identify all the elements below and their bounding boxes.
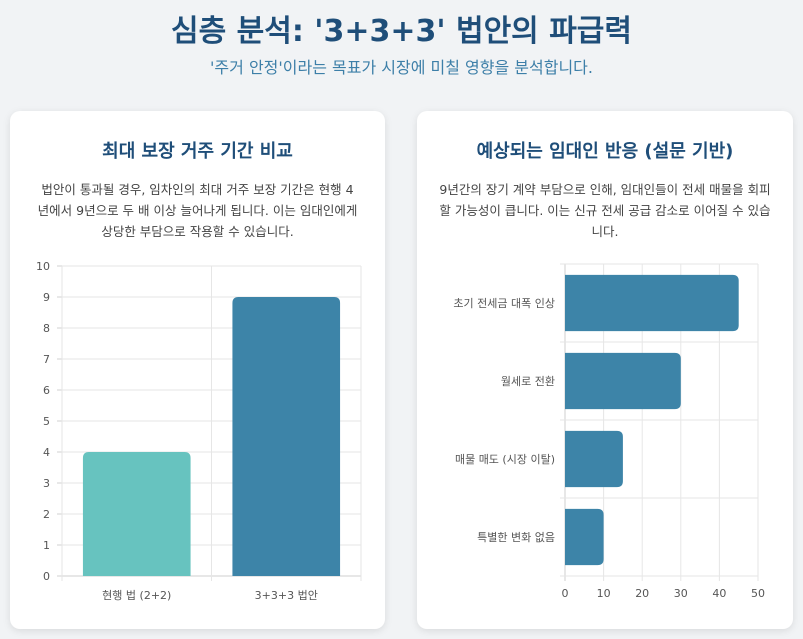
bar	[565, 274, 739, 332]
y-tick-label: 3	[43, 477, 50, 490]
y-tick-label: 8	[43, 322, 50, 335]
y-tick-label: 2	[43, 508, 50, 521]
card-residence-period: 최대 보장 거주 기간 비교 법안이 통과될 경우, 임차인의 최대 거주 보장…	[10, 111, 385, 629]
x-tick-label: 현행 법 (2+2)	[102, 589, 171, 602]
card-description: 법안이 통과될 경우, 임차인의 최대 거주 보장 기간은 현행 4년에서 9년…	[37, 182, 358, 239]
y-tick-label: 9	[43, 291, 50, 304]
y-tick-label: 6	[43, 384, 50, 397]
card-title: 예상되는 임대인 반응 (설문 기반)	[476, 141, 734, 162]
y-tick-label: 10	[36, 260, 50, 273]
x-tick-label: 20	[635, 587, 649, 600]
card-description: 9년간의 장기 계약 부담으로 인해, 임대인들이 전세 매물을 회피할 가능성…	[439, 182, 771, 239]
y-tick-label: 4	[43, 446, 50, 459]
page-subtitle: '주거 안정'이라는 목표가 시장에 미칠 영향을 분석합니다.	[210, 58, 593, 77]
y-tick-label: 초기 전세금 대폭 인상	[453, 297, 555, 310]
x-tick-label: 40	[712, 587, 726, 600]
y-tick-label: 0	[43, 570, 50, 583]
bar	[565, 430, 623, 488]
bar	[565, 508, 604, 566]
y-tick-label: 5	[43, 415, 50, 428]
bar	[232, 297, 341, 576]
y-tick-label: 매물 매도 (시장 이탈)	[455, 453, 555, 466]
x-tick-label: 50	[751, 587, 765, 600]
y-tick-label: 7	[43, 353, 50, 366]
x-tick-label: 10	[597, 587, 611, 600]
bar	[565, 352, 681, 410]
vertical-bar-chart: 0 1 2 3 4 5 6 7 8 9 10 현행 법 (2+2) 3+3+3 법안	[36, 260, 362, 602]
y-tick-label: 1	[43, 539, 50, 552]
bar	[82, 452, 191, 576]
y-tick-label: 특별한 변화 없음	[477, 531, 555, 544]
page-title: 심층 분석: '3+3+3' 법안의 파급력	[170, 14, 633, 49]
card-title: 최대 보장 거주 기간 비교	[102, 141, 293, 162]
x-tick-label: 3+3+3 법안	[255, 589, 318, 602]
y-tick-label: 월세로 전환	[501, 375, 555, 388]
card-landlord-response: 예상되는 임대인 반응 (설문 기반) 9년간의 장기 계약 부담으로 인해, …	[417, 111, 793, 629]
x-tick-label: 30	[674, 587, 688, 600]
x-tick-label: 0	[562, 587, 569, 600]
